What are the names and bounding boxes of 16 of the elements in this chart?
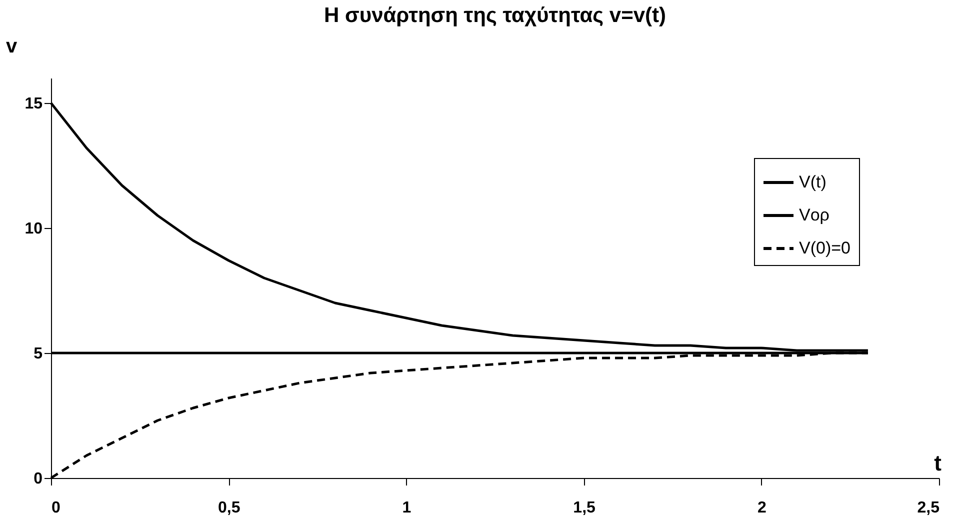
y-tick-label: 15 bbox=[24, 96, 43, 112]
x-tick-label: 1,5 bbox=[573, 500, 596, 516]
x-tick-label: 1 bbox=[402, 500, 412, 516]
legend-label: V(t) bbox=[799, 172, 826, 192]
y-tick-label: 10 bbox=[24, 220, 43, 238]
x-tick-label: 0 bbox=[52, 500, 60, 516]
x-tick-label: 2 bbox=[757, 500, 766, 516]
y-tick-label: 5 bbox=[34, 346, 43, 362]
y-tick-label: 0 bbox=[34, 470, 43, 488]
legend-label: Vορ bbox=[799, 206, 830, 224]
chart-title: Η συνάρτηση της ταχύτητας v=v(t) bbox=[324, 4, 666, 27]
legend-label: V(0)=0 bbox=[799, 238, 850, 258]
x-tick-label: 2,5 bbox=[917, 500, 940, 516]
x-axis-title: t bbox=[934, 450, 942, 476]
x-tick-label: 0,5 bbox=[218, 500, 240, 516]
y-axis-title: v bbox=[6, 36, 18, 58]
